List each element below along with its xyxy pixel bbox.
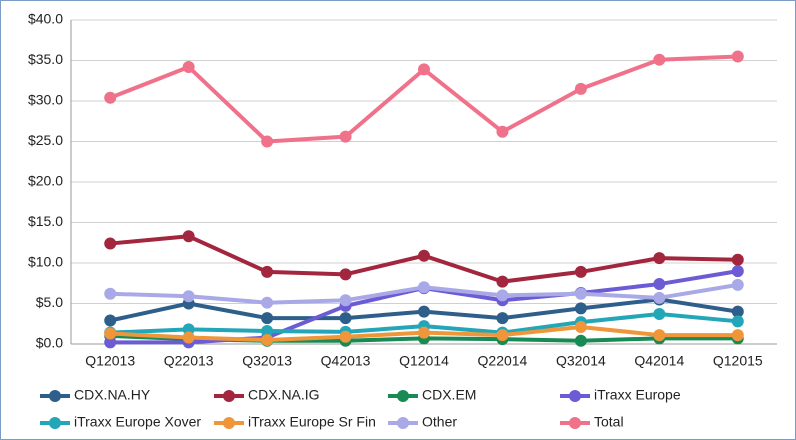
- y-tick-label: $35.0: [28, 51, 63, 67]
- data-point: [261, 312, 274, 325]
- legend-swatch-marker: [397, 417, 409, 429]
- data-point: [731, 50, 744, 63]
- data-point: [182, 290, 195, 303]
- legend-label: iTraxx Europe: [594, 387, 681, 403]
- data-point: [104, 287, 117, 300]
- data-point: [182, 60, 195, 73]
- data-point: [653, 252, 666, 265]
- data-point: [653, 308, 666, 321]
- x-tick-label: Q12014: [399, 353, 449, 369]
- data-point: [731, 253, 744, 266]
- y-tick-label: $40.0: [28, 11, 63, 27]
- data-point: [653, 53, 666, 66]
- y-tick-label: $25.0: [28, 132, 63, 148]
- y-tick-label: $30.0: [28, 92, 63, 108]
- data-point: [339, 312, 352, 325]
- data-point: [418, 305, 430, 318]
- data-point: [261, 333, 274, 346]
- data-point: [653, 278, 666, 291]
- data-point: [418, 249, 430, 262]
- legend-swatch-marker: [569, 390, 581, 402]
- data-point: [418, 63, 430, 76]
- data-point: [574, 302, 587, 315]
- data-point: [496, 329, 509, 342]
- x-tick-label: Q32013: [242, 353, 292, 369]
- data-point: [104, 327, 117, 340]
- legend-label: CDX.EM: [422, 387, 476, 403]
- x-tick-label: Q22014: [478, 353, 528, 369]
- data-point: [731, 265, 744, 278]
- legend-label: Other: [422, 414, 457, 430]
- data-point: [574, 265, 587, 278]
- data-point: [496, 289, 509, 302]
- data-point: [574, 287, 587, 300]
- data-point: [261, 265, 274, 278]
- data-point: [731, 315, 744, 328]
- data-point: [731, 329, 744, 342]
- data-point: [339, 268, 352, 281]
- x-tick-label: Q32014: [556, 353, 606, 369]
- data-point: [182, 331, 195, 344]
- data-point: [496, 125, 509, 138]
- data-point: [339, 330, 352, 343]
- legend-swatch-marker: [397, 390, 409, 402]
- legend-label: iTraxx Europe Xover: [74, 414, 201, 430]
- data-point: [104, 314, 117, 327]
- y-tick-label: $15.0: [28, 213, 63, 229]
- data-point: [104, 237, 117, 250]
- y-tick-label: $20.0: [28, 173, 63, 189]
- legend-swatch-marker: [223, 417, 235, 429]
- x-tick-label: Q12013: [85, 353, 135, 369]
- data-point: [574, 82, 587, 95]
- y-tick-label: $0.0: [36, 335, 63, 351]
- x-tick-label: Q42014: [634, 353, 684, 369]
- x-tick-label: Q42013: [321, 353, 371, 369]
- x-tick-label: Q12015: [713, 353, 763, 369]
- data-point: [418, 281, 430, 294]
- y-tick-label: $5.0: [36, 294, 63, 310]
- data-point: [496, 275, 509, 288]
- legend-swatch-marker: [569, 417, 581, 429]
- y-tick-label: $10.0: [28, 254, 63, 270]
- data-point: [574, 320, 587, 333]
- data-point: [261, 325, 274, 338]
- data-point: [574, 334, 587, 347]
- legend-label: CDX.NA.IG: [248, 387, 320, 403]
- data-point: [182, 230, 195, 243]
- legend-label: CDX.NA.HY: [74, 387, 151, 403]
- legend-swatch-marker: [49, 390, 61, 402]
- data-point: [104, 336, 117, 349]
- data-point: [653, 329, 666, 342]
- legend-label: Total: [594, 414, 624, 430]
- data-point: [104, 91, 117, 104]
- data-point: [339, 130, 352, 143]
- legend-swatch-marker: [223, 390, 235, 402]
- legend-label: iTraxx Europe Sr Fin: [248, 414, 376, 430]
- data-point: [418, 326, 430, 339]
- data-point: [261, 296, 274, 309]
- x-tick-label: Q22013: [164, 353, 214, 369]
- data-point: [261, 135, 274, 148]
- data-point: [496, 312, 509, 325]
- legend-swatch-marker: [49, 417, 61, 429]
- data-point: [731, 278, 744, 291]
- data-point: [339, 294, 352, 307]
- data-point: [731, 305, 744, 318]
- data-point: [653, 291, 666, 304]
